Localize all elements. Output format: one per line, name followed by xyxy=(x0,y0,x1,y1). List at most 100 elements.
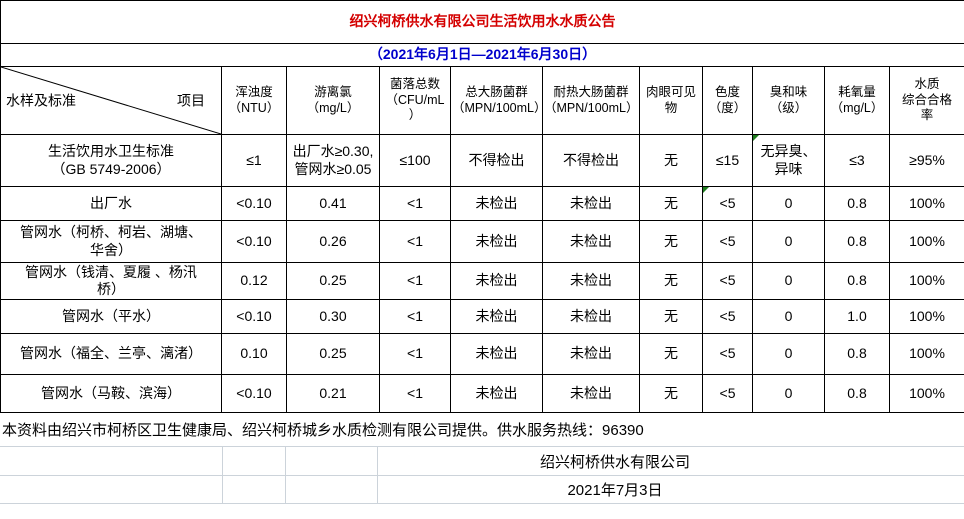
cell: ≤100 xyxy=(379,134,451,187)
gridline xyxy=(285,476,286,503)
cell: 未检出 xyxy=(542,186,640,221)
row-label: 管网水（平水） xyxy=(0,299,222,334)
company-signature-row: 绍兴柯桥供水有限公司 xyxy=(0,447,964,476)
row-label: 管网水（柯桥、柯岩、湖塘、 华舍） xyxy=(0,220,222,263)
row-label: 管网水（钱清、夏履 、杨汛 桥） xyxy=(0,262,222,300)
cell: 无异臭、 异味 xyxy=(752,134,825,187)
cell: 未检出 xyxy=(450,374,543,413)
company-name: 绍兴柯桥供水有限公司 xyxy=(539,453,690,471)
cell: 未检出 xyxy=(450,186,543,221)
col-header-pass-rate: 水质 综合合格 率 xyxy=(888,66,964,135)
table-row-pipe-maan: 管网水（马鞍、滨海） <0.10 0.21 <1 未检出 未检出 无 <5 0 … xyxy=(0,374,964,413)
cell: <1 xyxy=(379,374,451,413)
table-row-pipe-pingshui: 管网水（平水） <0.10 0.30 <1 未检出 未检出 无 <5 0 1.0… xyxy=(0,299,964,334)
header-row: 水样及标准 项目 浑浊度 （NTU） 游离氯 （mg/L） 菌落总数 （CFU/… xyxy=(0,66,964,135)
cell: 100% xyxy=(888,374,964,413)
cell: 未检出 xyxy=(450,262,543,300)
error-flag-icon xyxy=(753,135,759,141)
gridline xyxy=(377,447,378,475)
cell: <5 xyxy=(702,220,753,263)
cell: 0.26 xyxy=(286,220,380,263)
date-range-subtitle: （2021年6月1日—2021年6月30日） xyxy=(0,43,964,67)
cell: 未检出 xyxy=(450,299,543,334)
row-label: 出厂水 xyxy=(0,186,222,221)
page-title: 绍兴柯桥供水有限公司生活饮用水水质公告 xyxy=(0,0,964,44)
cell: ≤3 xyxy=(824,134,890,187)
cell: 无 xyxy=(639,134,703,187)
cell: 出厂水≥0.30, 管网水≥0.05 xyxy=(286,134,380,187)
col-header-visible-matter: 肉眼可见 物 xyxy=(639,66,703,135)
cell: <0.10 xyxy=(221,186,287,221)
corner-label-item: 项目 xyxy=(177,91,205,108)
cell: 0.8 xyxy=(824,333,890,375)
gridline xyxy=(222,447,223,475)
cell: 无 xyxy=(639,299,703,334)
cell: <5 xyxy=(702,333,753,375)
cell: 无 xyxy=(639,374,703,413)
corner-header-cell: 水样及标准 项目 xyxy=(0,66,222,135)
col-header-free-chlorine: 游离氯 （mg/L） xyxy=(286,66,380,135)
row-label: 管网水（马鞍、滨海） xyxy=(0,374,222,413)
cell: 无 xyxy=(639,262,703,300)
cell: 未检出 xyxy=(450,220,543,263)
col-header-odor-taste: 臭和味 （级） xyxy=(752,66,825,135)
cell: 100% xyxy=(888,262,964,300)
cell: ≤1 xyxy=(221,134,287,187)
cell: <5 xyxy=(702,374,753,413)
gridline xyxy=(377,476,378,503)
col-header-oxygen-consumption: 耗氧量 （mg/L） xyxy=(824,66,890,135)
corner-label-sample: 水样及标准 xyxy=(6,91,76,108)
cell: 无 xyxy=(639,186,703,221)
cell: 0 xyxy=(752,374,825,413)
cell: 未检出 xyxy=(450,333,543,375)
cell: 未检出 xyxy=(542,333,640,375)
cell: <1 xyxy=(379,333,451,375)
cell: 0.41 xyxy=(286,186,380,221)
cell: 未检出 xyxy=(542,299,640,334)
cell: 未检出 xyxy=(542,262,640,300)
cell: 100% xyxy=(888,186,964,221)
cell: <1 xyxy=(379,186,451,221)
cell: 0.12 xyxy=(221,262,287,300)
signature-date-row: 2021年7月3日 xyxy=(0,476,964,504)
col-header-chroma: 色度 （度） xyxy=(702,66,753,135)
gridline xyxy=(222,476,223,503)
table-row-pipe-keqiao: 管网水（柯桥、柯岩、湖塘、 华舍） <0.10 0.26 <1 未检出 未检出 … xyxy=(0,220,964,263)
cell: 0 xyxy=(752,262,825,300)
cell: 不得检出 xyxy=(542,134,640,187)
cell: 0 xyxy=(752,220,825,263)
row-label: 管网水（福全、兰亭、漓渚） xyxy=(0,333,222,375)
cell: 100% xyxy=(888,299,964,334)
gridline xyxy=(285,447,286,475)
cell: <0.10 xyxy=(221,299,287,334)
title-row: 绍兴柯桥供水有限公司生活饮用水水质公告 xyxy=(0,0,964,44)
cell: ≤15 xyxy=(702,134,753,187)
cell: 未检出 xyxy=(542,374,640,413)
cell: <0.10 xyxy=(221,220,287,263)
water-quality-table: 绍兴柯桥供水有限公司生活饮用水水质公告 （2021年6月1日—2021年6月30… xyxy=(0,0,964,413)
provider-note: 本资料由绍兴市柯桥区卫生健康局、绍兴柯桥城乡水质检测有限公司提供。供水服务热线：… xyxy=(0,413,964,447)
cell: <5 xyxy=(702,262,753,300)
col-header-heat-resistant-coliform: 耐热大肠菌群 （MPN/100mL） xyxy=(542,66,640,135)
col-header-colony-count: 菌落总数 （CFU/mL ） xyxy=(379,66,451,135)
error-flag-icon xyxy=(703,187,709,193)
subtitle-row: （2021年6月1日—2021年6月30日） xyxy=(0,43,964,67)
cell: 无 xyxy=(639,333,703,375)
table-row-pipe-fuquan: 管网水（福全、兰亭、漓渚） 0.10 0.25 <1 未检出 未检出 无 <5 … xyxy=(0,333,964,375)
table-row-standard: 生活饮用水卫生标准 （GB 5749-2006） ≤1 出厂水≥0.30, 管网… xyxy=(0,134,964,187)
table-row-pipe-qianqing: 管网水（钱清、夏履 、杨汛 桥） 0.12 0.25 <1 未检出 未检出 无 … xyxy=(0,262,964,300)
cell: 0 xyxy=(752,299,825,334)
cell: 0 xyxy=(752,333,825,375)
cell: 1.0 xyxy=(824,299,890,334)
cell: 0.8 xyxy=(824,220,890,263)
cell: 0.8 xyxy=(824,262,890,300)
cell: 100% xyxy=(888,220,964,263)
cell: <1 xyxy=(379,220,451,263)
cell: 0.8 xyxy=(824,374,890,413)
col-header-total-coliform: 总大肠菌群 （MPN/100mL） xyxy=(450,66,543,135)
cell: 未检出 xyxy=(542,220,640,263)
cell: <0.10 xyxy=(221,374,287,413)
cell: 无 xyxy=(639,220,703,263)
diagonal-divider xyxy=(1,67,221,134)
